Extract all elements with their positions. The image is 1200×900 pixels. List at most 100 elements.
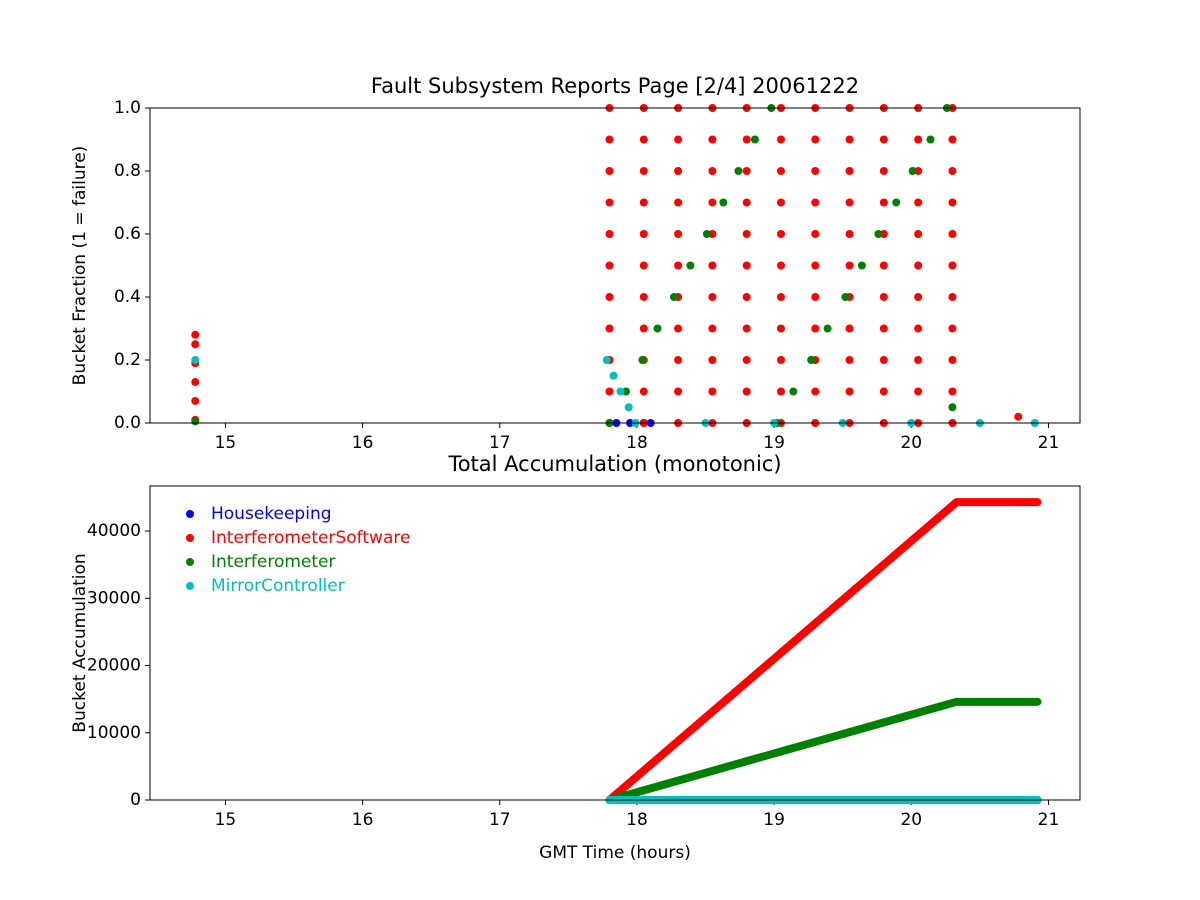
data-point [926,135,935,144]
data-point [639,387,648,396]
y-tick-label: 0.8 [114,161,141,181]
legend-label: Housekeeping [211,504,332,524]
data-point [776,135,785,144]
legend-marker [186,582,194,590]
x-tick-label: 16 [352,433,374,453]
data-point [639,324,648,333]
data-point [845,356,854,364]
data-point [879,356,888,364]
data-point [948,324,957,333]
data-point [845,230,854,238]
legend-marker [186,510,194,518]
y-tick-label: 0.2 [114,350,141,370]
data-point [908,167,917,175]
data-point [914,198,923,207]
data-point [776,293,785,301]
data-point [914,261,923,270]
data-point [191,417,200,426]
data-point [948,403,957,412]
data-point [776,324,785,333]
data-point [674,135,683,144]
data-point [674,387,683,396]
x-tick-label: 17 [489,810,511,830]
data-point [845,135,854,144]
data-point [845,198,854,207]
data-point [674,324,683,333]
legend-label: Interferometer [211,552,336,572]
data-point [811,293,820,301]
plot-frame [149,485,1081,801]
data-point [605,293,614,301]
data-point [708,387,717,396]
data-point [948,135,957,144]
legend-marker [186,558,194,566]
y-tick-label: 10000 [87,723,141,743]
data-point [621,387,630,396]
data-point [605,387,614,396]
data-point [879,261,888,270]
data-point [708,293,717,301]
x-tick-label: 15 [215,433,237,453]
data-point [811,167,820,175]
data-point [639,230,648,238]
data-point [191,378,200,387]
data-point [776,167,785,175]
data-point [811,387,820,396]
data-point [811,261,820,270]
x-tick-label: 15 [215,810,237,830]
data-point [845,261,854,270]
data-point [708,261,717,270]
data-point [845,324,854,333]
data-point [914,167,923,175]
data-point [811,230,820,238]
data-point [639,293,648,301]
y-axis-label: Bucket Accumulation [70,553,90,732]
x-tick-label: 20 [900,433,922,453]
plot-frame [149,107,1081,424]
data-point [708,356,717,364]
y-tick-label: 0.0 [114,413,141,433]
data-point [845,167,854,175]
data-point [811,135,820,144]
data-point [948,167,957,175]
data-point [892,198,901,207]
y-tick-label: 20000 [87,656,141,676]
data-point [874,230,883,238]
data-point [742,261,751,270]
data-point [879,230,888,238]
data-point [605,261,614,270]
data-point [914,230,923,238]
data-point [776,261,785,270]
data-point [674,198,683,207]
data-point [605,230,614,238]
data-point [879,167,888,175]
data-line [605,697,1042,804]
legend-marker [186,534,194,542]
x-tick-label: 18 [626,433,648,453]
data-point [674,230,683,238]
y-tick-label: 0.4 [114,287,141,307]
data-point [674,167,683,175]
data-point [734,167,743,175]
x-tick-label: 18 [626,810,648,830]
data-point [708,198,717,207]
data-point [191,356,200,364]
data-point [1014,412,1023,421]
data-point [191,330,200,339]
x-tick-label: 19 [763,433,785,453]
data-point [708,324,717,333]
data-point [948,230,957,238]
data-point [776,230,785,238]
data-point [742,230,751,238]
chart-title: Total Accumulation (monotonic) [447,452,781,476]
data-point [602,356,611,364]
data-point [914,293,923,301]
data-point [674,356,683,364]
x-axis-label: GMT Time (hours) [539,843,691,863]
data-point [811,198,820,207]
data-point [191,396,200,405]
data-point [776,387,785,396]
data-point [750,135,759,144]
data-point [639,261,648,270]
